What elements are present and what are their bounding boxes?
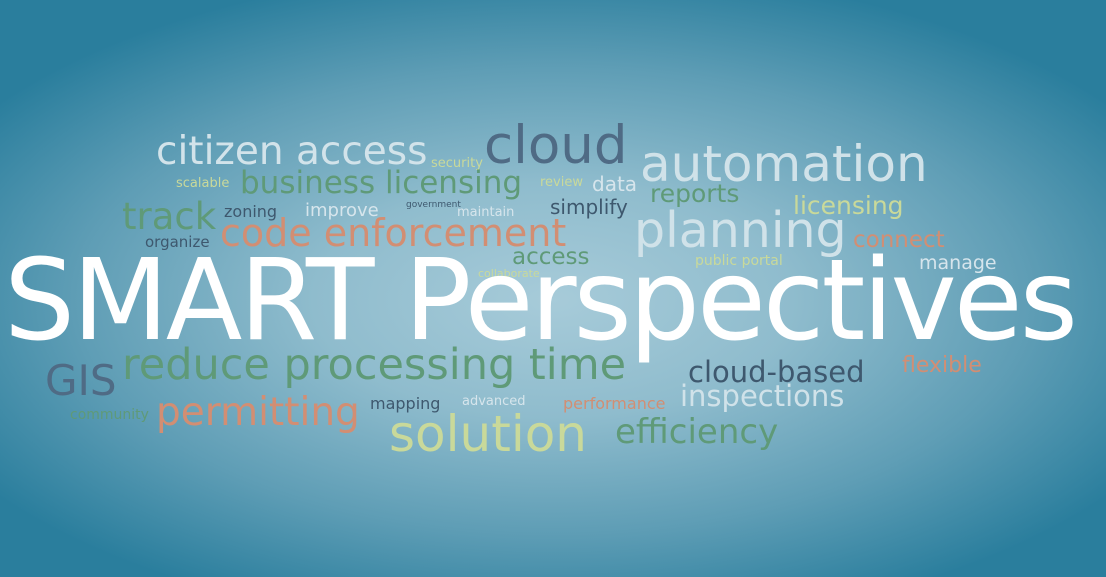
word-review: review — [540, 175, 583, 190]
word-inspections: inspections — [680, 379, 845, 413]
word-gis: GIS — [45, 356, 117, 405]
word-improve: improve — [305, 200, 379, 221]
word-simplify: simplify — [550, 195, 628, 219]
word-public-portal: public portal — [695, 253, 783, 269]
word-advanced: advanced — [462, 394, 526, 409]
word-business-licensing: business licensing — [240, 165, 523, 201]
word-flexible: flexible — [902, 353, 982, 378]
word-code-enforcement: code enforcement — [220, 211, 567, 255]
word-efficiency: efficiency — [615, 412, 779, 452]
word-track: track — [122, 195, 217, 238]
word-reduce-processing-time: reduce processing time — [122, 340, 627, 390]
word-manage: manage — [919, 252, 997, 274]
word-maintain: maintain — [457, 205, 515, 220]
word-scalable: scalable — [176, 176, 230, 191]
word-cloud-based: cloud-based — [688, 355, 865, 389]
word-access: access — [512, 244, 590, 270]
word-mapping: mapping — [370, 394, 441, 413]
word-security: security — [431, 156, 483, 171]
word-connect: connect — [853, 227, 945, 253]
word-cloud: cloud — [484, 115, 628, 176]
word-licensing: licensing — [793, 191, 904, 220]
word-reports: reports — [650, 179, 740, 208]
word-solution: solution — [389, 405, 587, 463]
word-planning: planning — [634, 202, 847, 259]
word-citizen-access: citizen access — [156, 129, 428, 174]
word-permitting: permitting — [156, 390, 360, 435]
word-data: data — [592, 172, 638, 196]
word-collaborate: collaborate — [478, 267, 540, 280]
word-organize: organize — [145, 233, 210, 251]
word-zoning: zoning — [224, 202, 278, 221]
word-community: community — [70, 407, 149, 423]
word-government: government — [406, 200, 461, 210]
word-automation: automation — [640, 135, 928, 193]
word-performance: performance — [563, 394, 666, 413]
page-title: SMART Perspectives — [4, 236, 1078, 366]
